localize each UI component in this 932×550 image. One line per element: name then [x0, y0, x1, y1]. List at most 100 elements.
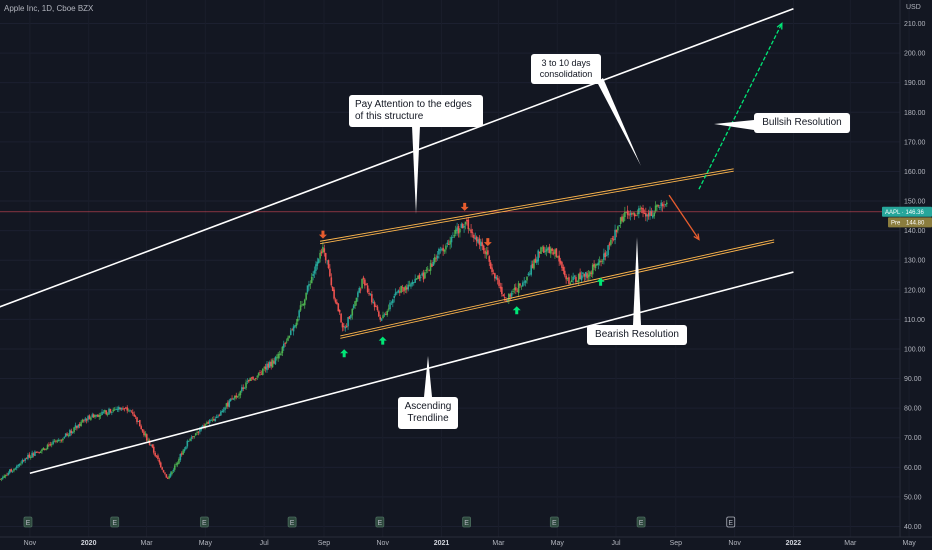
candle-body: [308, 284, 310, 287]
ascending-trendline-callout[interactable]: Ascending Trendline: [398, 397, 458, 429]
candle-body: [11, 470, 14, 472]
structure-bottom-line: [340, 239, 775, 337]
candle-body: [169, 473, 172, 477]
bullish-resolution-text: Bullsih Resolution: [762, 117, 842, 128]
candle-body: [459, 228, 461, 233]
x-tick-label: Jul: [260, 540, 269, 547]
candle-body: [622, 216, 625, 222]
x-tick-label: May: [902, 540, 916, 547]
candle-body: [81, 419, 84, 422]
candle-body: [336, 302, 338, 305]
candle-body: [454, 229, 457, 234]
candle-body: [204, 423, 207, 427]
bearish-resolution-callout[interactable]: Bearish Resolution: [587, 325, 687, 345]
candle-body: [83, 420, 85, 422]
price-badges: AAPL · 146.36 Pre 144.80: [882, 206, 932, 228]
candle-body: [53, 440, 56, 442]
ascending-channel[interactable]: [0, 7, 794, 475]
pay-attention-line-2: of this structure: [355, 111, 424, 122]
candle-body: [310, 276, 313, 284]
consolidation-pointer: [597, 78, 641, 166]
candle-body: [417, 275, 419, 279]
candle-body: [446, 242, 449, 245]
candle-body: [549, 248, 552, 254]
candle-body: [275, 357, 278, 359]
candle-body: [127, 410, 130, 412]
candle-body: [481, 242, 484, 247]
candle-body: [405, 287, 408, 290]
candle-body: [626, 210, 629, 215]
candle-body: [617, 226, 619, 231]
candle-body: [575, 276, 577, 283]
candle-body: [294, 325, 296, 328]
time-axis[interactable]: Nov 2020 Mar May Jul Sep Nov 2021 Mar May Jul Sep No…: [0, 516, 932, 547]
candle-body: [452, 237, 454, 238]
candle-body: [605, 255, 608, 256]
candle-body: [140, 426, 142, 430]
candle-body: [280, 353, 282, 355]
up-arrow-marker: [596, 277, 605, 286]
candle-body: [649, 210, 651, 216]
candle-body: [317, 259, 320, 264]
candle-body: [52, 441, 54, 445]
pay-attention-callout[interactable]: Pay Attention to the edges of this struc…: [349, 95, 483, 127]
candle-body: [565, 275, 567, 280]
y-tick-label: 150.00: [904, 199, 926, 206]
candle-body: [343, 326, 345, 328]
candle-body: [516, 290, 519, 292]
candle-body: [533, 260, 535, 269]
candle-body: [260, 373, 263, 375]
candle-body: [373, 302, 376, 308]
candle-body: [559, 260, 562, 264]
candle-body: [519, 283, 521, 286]
candle-body: [329, 268, 331, 277]
y-tick-label: 160.00: [904, 169, 926, 176]
candle-body: [203, 425, 205, 428]
candle-body: [397, 290, 400, 293]
candle-body: [586, 273, 588, 279]
candle-body: [199, 428, 201, 432]
candle-body: [70, 430, 73, 434]
consolidation-structure[interactable]: [319, 168, 775, 339]
y-tick-label: 210.00: [904, 21, 926, 28]
candle-body: [313, 270, 316, 274]
candle-body: [582, 272, 584, 274]
pre-market-value: 144.80: [906, 221, 925, 227]
candle-body: [229, 399, 232, 402]
candle-body: [91, 414, 94, 418]
candle-body: [488, 256, 491, 262]
candle-body: [179, 453, 182, 460]
candle-body: [625, 211, 628, 213]
candle-body: [411, 281, 414, 285]
candle-body: [34, 451, 36, 456]
consolidation-callout[interactable]: 3 to 10 days consolidation: [531, 54, 601, 84]
bullish-resolution-callout[interactable]: Bullsih Resolution: [754, 113, 850, 133]
candle-body: [653, 212, 656, 217]
candle-body: [278, 354, 281, 356]
candle-body: [88, 415, 91, 419]
candle-body: [217, 415, 219, 417]
candle-body: [158, 459, 161, 463]
candle-body: [640, 208, 643, 210]
candle-body: [242, 387, 245, 390]
candle-body: [50, 444, 53, 446]
candle-body: [593, 263, 595, 267]
candle-body: [101, 411, 103, 416]
candle-body: [548, 246, 551, 253]
candle-body: [22, 460, 25, 462]
candle-body: [509, 294, 512, 297]
candle-body: [122, 408, 124, 410]
candle-body: [380, 318, 383, 321]
candle-body: [372, 302, 375, 304]
candle-body: [456, 227, 458, 232]
candle-body: [572, 276, 574, 281]
candle-body: [282, 343, 285, 348]
candle-body: [66, 433, 68, 436]
projection-arrows[interactable]: [668, 22, 783, 241]
candle-body: [326, 260, 328, 262]
earnings-icon-letter: E: [378, 520, 383, 527]
candle-body: [95, 414, 98, 416]
price-axis[interactable]: 40.00 50.00 60.00 70.00 80.00 90.00 100.00 110.…: [899, 0, 926, 537]
candle-body: [94, 415, 96, 418]
